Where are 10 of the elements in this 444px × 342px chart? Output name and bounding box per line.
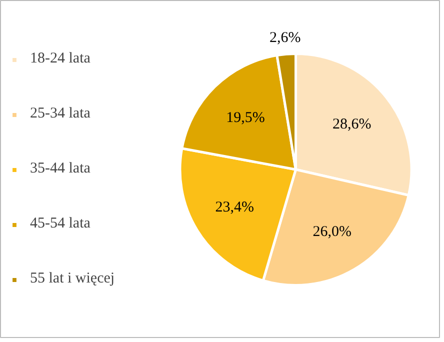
legend-label: 45-54 lata (30, 216, 90, 232)
data-label: 28,6% (332, 116, 372, 132)
legend-label: 35-44 lata (30, 160, 90, 178)
legend-label: 18-24 lata (30, 50, 90, 68)
data-label: 2,6% (269, 30, 301, 46)
data-label: 23,4% (215, 199, 254, 216)
legend-label: 25-34 lata (30, 106, 90, 122)
data-label: 26,0% (312, 224, 352, 240)
data-label: 19,5% (226, 110, 265, 126)
legend-label: 55 lat i więcej (30, 270, 115, 288)
